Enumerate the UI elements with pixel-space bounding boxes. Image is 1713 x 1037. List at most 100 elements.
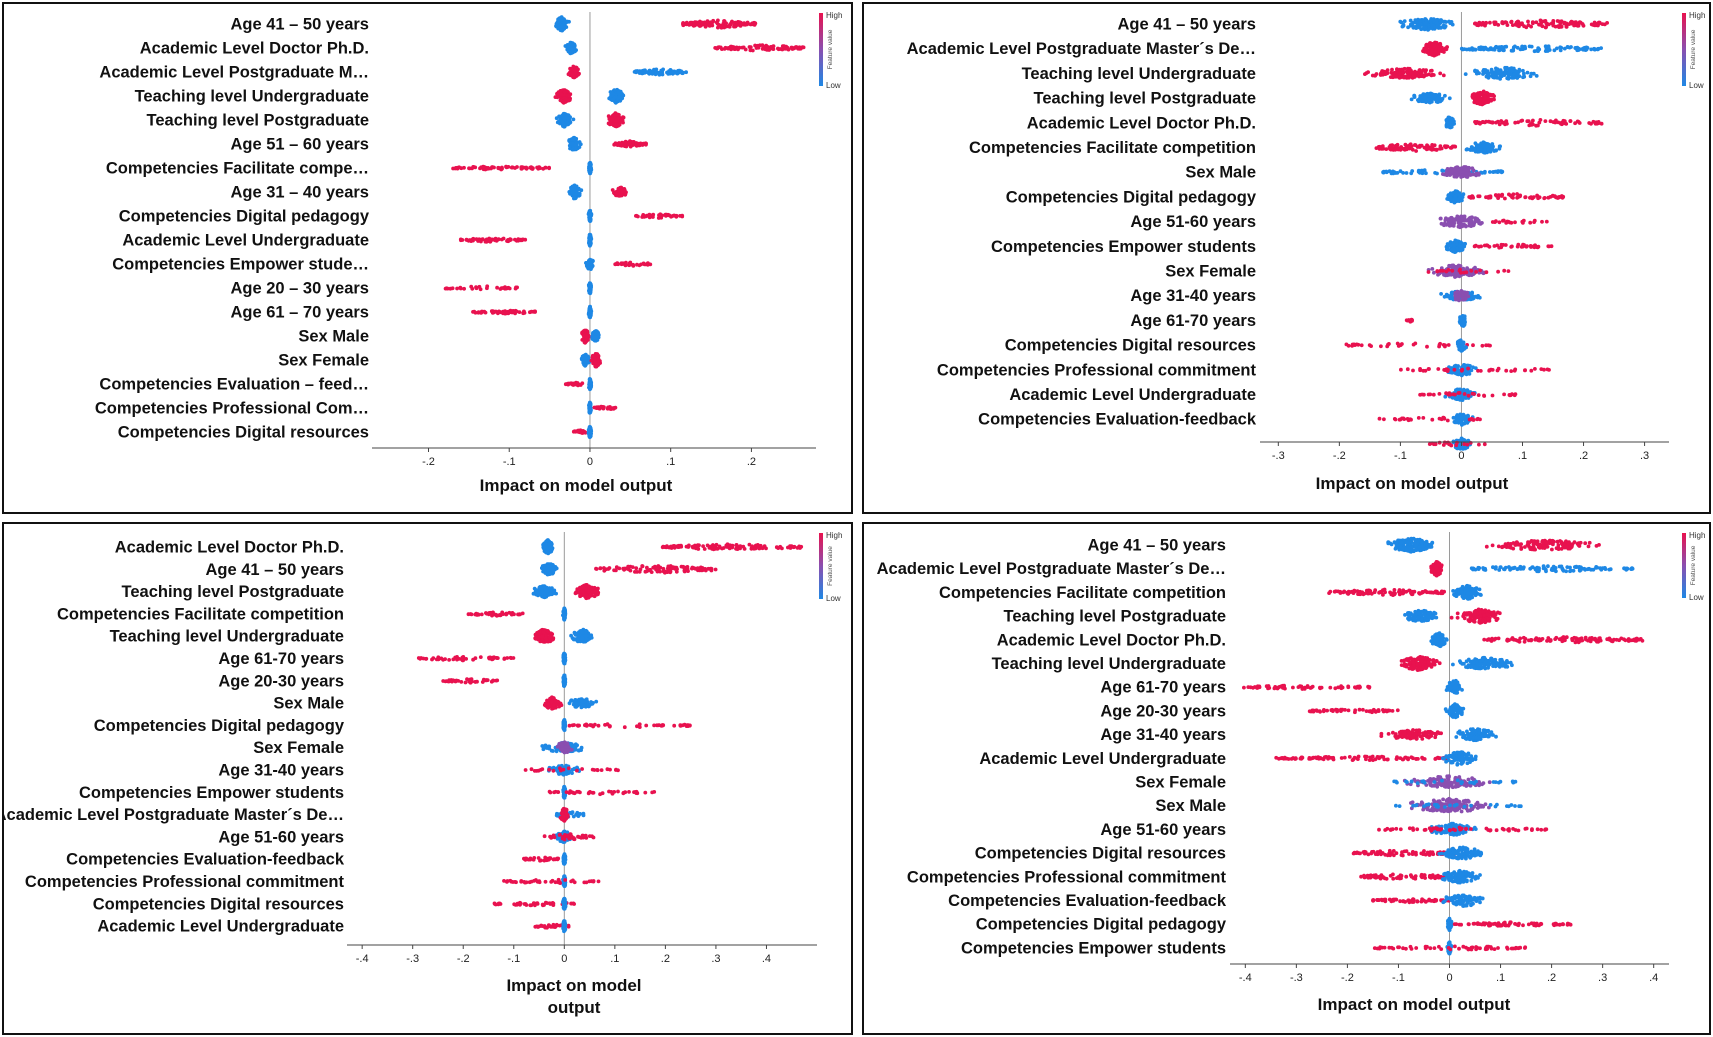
shap-point — [1476, 171, 1481, 176]
shap-point — [1548, 119, 1553, 124]
feature-row: Competencies Professional commitment — [937, 361, 1551, 379]
feature-row: Age 61-70 years — [1130, 312, 1467, 330]
shap-point — [1438, 71, 1443, 76]
shap-point — [583, 359, 588, 364]
shap-point — [1549, 21, 1554, 26]
shap-point — [658, 212, 663, 217]
shap-point — [1526, 23, 1531, 27]
feature-label: Age 20 – 30 years — [230, 280, 369, 298]
shap-point — [1511, 195, 1515, 200]
shap-point — [1589, 47, 1594, 52]
shap-point — [671, 213, 676, 218]
shap-point — [474, 286, 479, 291]
shap-point — [1519, 245, 1524, 249]
shap-point — [573, 429, 577, 434]
shap-point — [1443, 344, 1447, 349]
shap-point — [1490, 393, 1495, 398]
feature-row: Age 51-60 years — [1130, 213, 1549, 231]
feature-label: Academic Level Doctor Ph.D. — [1027, 114, 1256, 132]
shap-point — [732, 47, 737, 51]
shap-point — [575, 140, 579, 145]
shap-point — [1439, 292, 1443, 296]
shap-point — [1455, 173, 1460, 178]
shap-point — [608, 122, 613, 126]
shap-point — [1381, 69, 1386, 74]
shap-point — [1471, 343, 1475, 348]
shap-point — [1438, 269, 1443, 273]
shap-point — [1473, 120, 1477, 124]
shap-point — [1455, 165, 1459, 170]
shap-point — [1440, 168, 1445, 173]
shap-point — [1483, 46, 1488, 51]
shap-point — [1443, 24, 1448, 29]
shap-point — [1547, 368, 1551, 372]
shap-point — [623, 192, 628, 196]
shap-point — [1456, 343, 1461, 348]
shap-point — [1459, 247, 1464, 252]
feature-label: Sex Female — [1165, 263, 1256, 281]
shap-point — [1471, 47, 1476, 52]
shap-point — [1488, 170, 1492, 174]
shap-point — [1454, 274, 1459, 278]
shap-point — [457, 165, 461, 170]
shap-point — [596, 357, 600, 361]
shap-point — [644, 142, 648, 147]
shap-point — [577, 145, 582, 150]
shap-point — [1515, 19, 1520, 24]
shap-point — [1423, 368, 1428, 373]
shap-point — [1531, 21, 1535, 26]
shap-point — [1376, 145, 1381, 150]
shap-point — [1473, 141, 1478, 146]
shap-point — [722, 19, 727, 24]
shap-point — [1445, 173, 1450, 177]
shap-point — [1408, 319, 1413, 324]
shap-point — [1475, 93, 1479, 98]
shap-point — [1373, 73, 1377, 78]
shap-point — [735, 23, 739, 27]
shap-point — [1513, 220, 1517, 225]
shap-point — [589, 358, 594, 363]
shap-point — [1450, 144, 1455, 149]
shap-point — [1477, 442, 1481, 447]
shap-point — [1427, 367, 1431, 371]
shap-point — [1430, 417, 1435, 422]
shap-point — [1493, 45, 1498, 50]
shap-point — [1463, 296, 1468, 301]
shap-point — [719, 25, 724, 30]
shap-point — [1546, 45, 1551, 50]
feature-row: Teaching level Postgraduate — [146, 111, 626, 130]
shap-point — [737, 20, 742, 24]
shap-point — [1605, 21, 1609, 25]
shap-point — [710, 23, 715, 28]
shap-point — [1386, 342, 1390, 347]
shap-point — [501, 286, 506, 290]
shap-point — [1397, 67, 1402, 72]
shap-point — [764, 47, 769, 51]
shap-point — [555, 91, 560, 96]
shap-point — [1462, 314, 1467, 319]
shap-point — [1581, 23, 1586, 28]
shap-point — [495, 285, 499, 290]
shap-point — [1527, 123, 1532, 128]
shap-point — [462, 165, 466, 170]
shap-point — [1552, 120, 1557, 125]
shap-point — [1496, 119, 1500, 124]
shap-point — [1542, 367, 1546, 372]
shap-point — [1411, 25, 1416, 30]
shap-point — [1476, 393, 1481, 397]
shap-point — [1389, 70, 1394, 75]
shap-point — [1525, 119, 1530, 124]
shap-point — [1464, 174, 1469, 179]
feature-label: Competencies Digital pedagogy — [1006, 188, 1257, 206]
shap-point — [588, 432, 592, 437]
shap-point — [700, 20, 704, 25]
shap-point — [1393, 417, 1398, 422]
shap-point — [1447, 442, 1451, 447]
shap-point — [1562, 46, 1567, 51]
shap-point — [1461, 340, 1466, 345]
shap-point — [1500, 243, 1504, 248]
shap-point — [1497, 220, 1502, 225]
shap-point — [1516, 120, 1520, 125]
shap-point — [1414, 149, 1418, 153]
